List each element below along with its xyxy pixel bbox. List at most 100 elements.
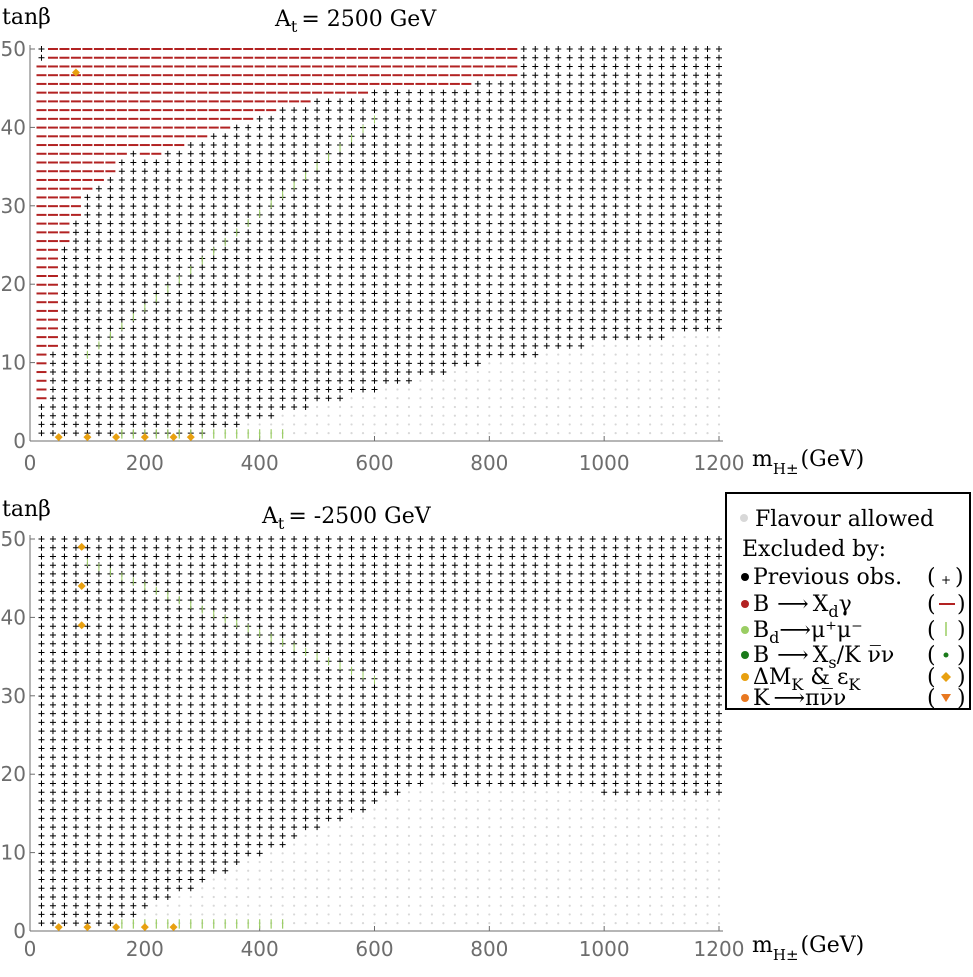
point-prev	[440, 369, 447, 376]
point-prev	[49, 536, 56, 542]
point-prev	[382, 369, 389, 376]
point-prev	[440, 640, 447, 647]
point-allowed	[522, 808, 525, 811]
point-allowed	[350, 405, 353, 409]
point-prev	[555, 238, 562, 245]
point-prev	[256, 579, 263, 586]
point-allowed	[258, 895, 261, 899]
point-prev	[624, 115, 631, 122]
point-prev	[302, 342, 309, 349]
point-prev	[417, 150, 424, 157]
point-prev	[463, 115, 470, 122]
point-prev	[153, 710, 160, 717]
y-tick-label: 0	[13, 429, 26, 453]
point-prev	[716, 72, 722, 79]
point-allowed	[706, 370, 709, 374]
point-prev	[118, 832, 125, 839]
point-prev	[141, 771, 148, 778]
point-prev	[222, 229, 229, 236]
point-prev	[95, 264, 102, 271]
point-prev	[440, 229, 447, 236]
point-prev	[578, 46, 585, 52]
point-prev	[624, 98, 631, 105]
point-prev	[382, 754, 389, 761]
point-prev	[164, 211, 171, 218]
point-prev	[187, 658, 194, 665]
point-prev	[417, 246, 424, 253]
point-prev	[532, 54, 539, 61]
point-allowed	[361, 904, 365, 907]
point-allowed	[671, 397, 675, 400]
point-prev	[222, 684, 229, 691]
point-allowed	[293, 869, 296, 872]
point-prev	[141, 754, 148, 761]
point-prev	[601, 264, 608, 271]
point-prev	[486, 290, 493, 297]
point-prev	[268, 710, 275, 717]
point-prev	[291, 238, 298, 245]
point-prev	[532, 168, 539, 175]
point-prev	[72, 780, 79, 787]
point-prev	[394, 579, 401, 586]
point-prev	[601, 115, 608, 122]
point-allowed	[717, 370, 721, 374]
point-prev	[210, 377, 217, 384]
point-allowed	[568, 878, 571, 881]
point-prev	[360, 325, 367, 332]
point-prev	[555, 176, 562, 183]
point-prev	[681, 115, 688, 122]
point-prev	[95, 220, 102, 227]
point-prev	[566, 80, 573, 87]
point-allowed	[327, 869, 330, 872]
point-prev	[61, 876, 68, 883]
point-allowed	[488, 362, 491, 365]
point-prev	[222, 728, 229, 735]
point-prev	[360, 745, 367, 752]
point-prev	[543, 246, 550, 253]
point-prev	[84, 666, 91, 673]
point-prev	[291, 544, 298, 551]
point-prev	[141, 421, 148, 428]
point-prev	[451, 640, 458, 647]
point-prev	[451, 771, 458, 778]
y-tick-label: 50	[1, 37, 26, 61]
point-prev	[302, 623, 309, 630]
point-prev	[440, 754, 447, 761]
point-prev	[107, 351, 114, 358]
point-prev	[394, 351, 401, 358]
point-prev	[245, 133, 252, 140]
point-prev	[693, 185, 700, 192]
point-prev	[360, 107, 367, 114]
point-prev	[647, 89, 654, 96]
point-prev	[704, 246, 711, 253]
point-prev	[233, 421, 240, 428]
point-prev	[130, 290, 137, 297]
point-prev	[176, 403, 183, 410]
point-prev	[658, 63, 665, 70]
point-prev	[325, 562, 332, 569]
point-prev	[543, 684, 550, 691]
point-prev	[371, 693, 378, 700]
point-prev	[451, 562, 458, 569]
point-prev	[578, 211, 585, 218]
point-prev	[256, 562, 263, 569]
point-prev	[153, 597, 160, 604]
point-prev	[428, 360, 435, 367]
point-prev	[635, 72, 642, 79]
point-prev	[49, 815, 56, 822]
point-prev	[360, 168, 367, 175]
point-allowed	[499, 808, 502, 811]
point-prev	[474, 168, 481, 175]
point-prev	[153, 649, 160, 656]
point-prev	[84, 395, 91, 402]
point-prev	[509, 159, 516, 166]
point-prev	[199, 789, 206, 796]
point-prev	[199, 325, 206, 332]
point-prev	[61, 299, 68, 306]
point-prev	[279, 316, 286, 323]
point-prev	[38, 876, 45, 883]
point-prev	[382, 736, 389, 743]
point-allowed	[488, 808, 491, 811]
point-prev	[291, 369, 298, 376]
point-prev	[279, 281, 286, 288]
